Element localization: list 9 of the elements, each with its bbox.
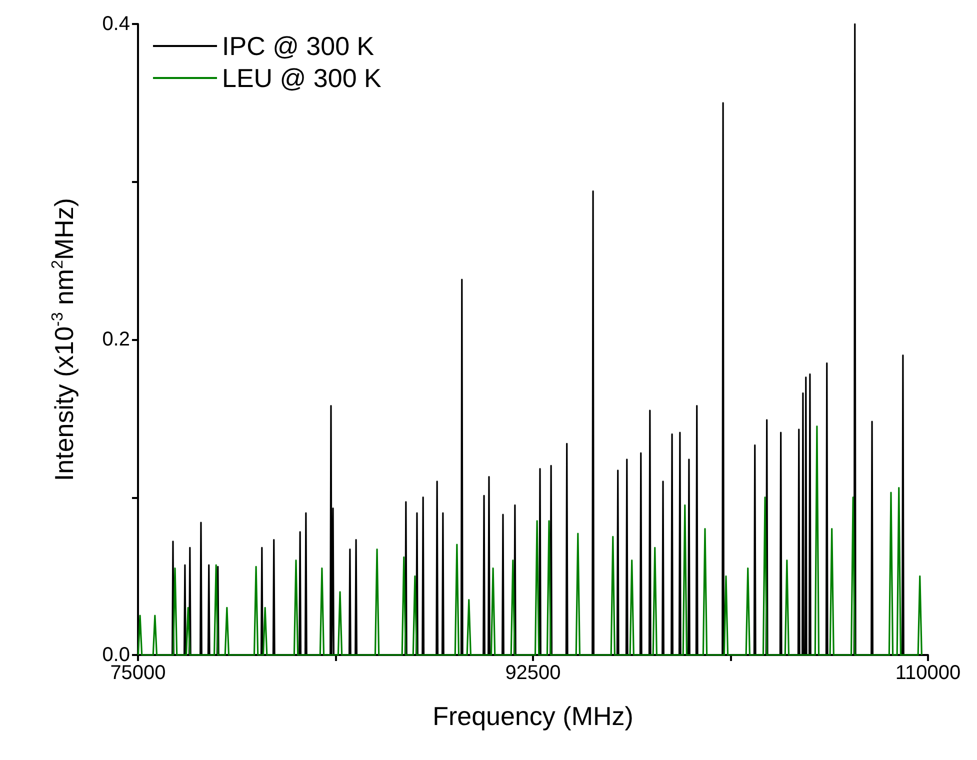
x-tick-label: 110000 [895, 662, 961, 684]
x-tick-label: 92500 [505, 662, 561, 684]
legend-label: IPC @ 300 K [222, 31, 375, 61]
x-axis-title: Frequency (MHz) [432, 701, 634, 731]
y-axis-title: Intensity (x10-3 nm2MHz) [49, 198, 79, 482]
y-tick-label: 0.4 [102, 13, 130, 35]
y-tick-label: 0.2 [102, 328, 130, 350]
legend-label: LEU @ 300 K [222, 63, 382, 93]
line-series [137, 425, 922, 656]
